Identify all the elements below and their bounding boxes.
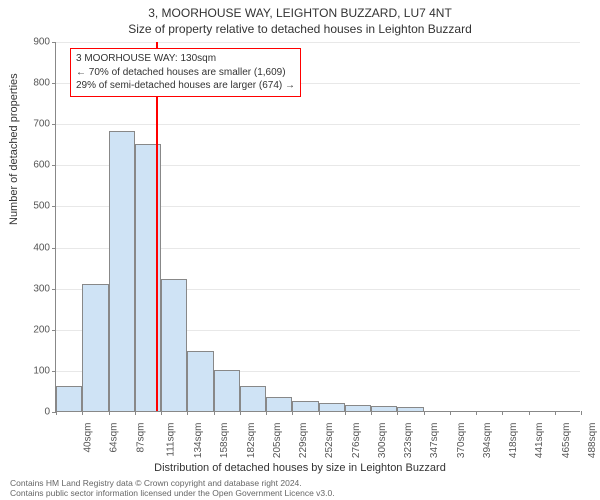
xtick-mark: [292, 411, 293, 415]
histogram-bars: [56, 42, 580, 411]
xtick-mark: [319, 411, 320, 415]
footer-attribution: Contains HM Land Registry data © Crown c…: [10, 478, 335, 498]
annotation-line2: ← 70% of detached houses are smaller (1,…: [76, 66, 295, 80]
ytick-label: 100: [33, 365, 50, 376]
xtick-label: 488sqm: [587, 423, 598, 459]
xtick-mark: [371, 411, 372, 415]
xtick-label: 347sqm: [429, 423, 440, 459]
y-axis-label: Number of detached properties: [8, 73, 20, 225]
annotation-line1: 3 MOORHOUSE WAY: 130sqm: [76, 52, 295, 66]
footer-line2: Contains public sector information licen…: [10, 488, 335, 498]
ytick-label: 200: [33, 324, 50, 335]
ytick-label: 800: [33, 78, 50, 89]
xtick-label: 111sqm: [165, 423, 176, 457]
chart-area: 0100200300400500600700800900 40sqm64sqm8…: [55, 42, 580, 412]
xtick-label: 418sqm: [508, 423, 519, 459]
xtick-label: 370sqm: [456, 423, 467, 459]
xtick-mark: [56, 411, 57, 415]
histogram-bar: [240, 386, 266, 411]
ytick-label: 0: [44, 407, 50, 418]
xtick-label: 276sqm: [351, 423, 362, 459]
xtick-label: 323sqm: [403, 423, 414, 459]
histogram-bar: [266, 397, 292, 411]
ytick-label: 600: [33, 160, 50, 171]
ytick-label: 500: [33, 201, 50, 212]
xtick-mark: [109, 411, 110, 415]
xtick-mark: [397, 411, 398, 415]
xtick-label: 64sqm: [109, 423, 120, 453]
histogram-bar: [345, 405, 371, 411]
histogram-bar: [187, 351, 213, 411]
xtick-label: 300sqm: [377, 423, 388, 459]
histogram-bar: [319, 403, 345, 411]
xtick-mark: [581, 411, 582, 415]
histogram-bar: [214, 370, 240, 411]
xtick-label: 134sqm: [193, 423, 204, 459]
xtick-label: 394sqm: [482, 423, 493, 459]
xtick-mark: [82, 411, 83, 415]
annotation-line3: 29% of semi-detached houses are larger (…: [76, 79, 295, 93]
xtick-mark: [161, 411, 162, 415]
ytick-label: 700: [33, 119, 50, 130]
reference-line: [156, 42, 158, 411]
xtick-label: 182sqm: [246, 423, 257, 459]
xtick-label: 87sqm: [135, 423, 146, 453]
xtick-label: 205sqm: [272, 423, 283, 459]
xtick-mark: [555, 411, 556, 415]
xtick-mark: [450, 411, 451, 415]
xtick-mark: [529, 411, 530, 415]
histogram-bar: [161, 279, 187, 411]
xtick-mark: [240, 411, 241, 415]
xtick-mark: [266, 411, 267, 415]
xtick-label: 252sqm: [324, 423, 335, 459]
xtick-label: 158sqm: [219, 423, 230, 459]
x-axis-label: Distribution of detached houses by size …: [0, 462, 600, 474]
xtick-mark: [187, 411, 188, 415]
xtick-label: 229sqm: [298, 423, 309, 459]
plot-region: [55, 42, 580, 412]
histogram-bar: [371, 406, 397, 411]
chart-title-desc: Size of property relative to detached ho…: [0, 20, 600, 36]
xtick-label: 465sqm: [561, 423, 572, 459]
xtick-mark: [502, 411, 503, 415]
xtick-mark: [135, 411, 136, 415]
histogram-bar: [56, 386, 82, 411]
histogram-bar: [397, 407, 423, 411]
histogram-bar: [82, 284, 108, 411]
xtick-label: 441sqm: [534, 423, 545, 459]
histogram-bar: [292, 401, 318, 411]
footer-line1: Contains HM Land Registry data © Crown c…: [10, 478, 335, 488]
xtick-label: 40sqm: [83, 423, 94, 453]
ytick-label: 900: [33, 37, 50, 48]
xtick-mark: [424, 411, 425, 415]
xtick-mark: [345, 411, 346, 415]
chart-title-address: 3, MOORHOUSE WAY, LEIGHTON BUZZARD, LU7 …: [0, 0, 600, 20]
ytick-label: 400: [33, 242, 50, 253]
histogram-bar: [109, 131, 135, 411]
xtick-mark: [214, 411, 215, 415]
annotation-box: 3 MOORHOUSE WAY: 130sqm ← 70% of detache…: [70, 48, 301, 97]
xtick-mark: [476, 411, 477, 415]
ytick-label: 300: [33, 283, 50, 294]
